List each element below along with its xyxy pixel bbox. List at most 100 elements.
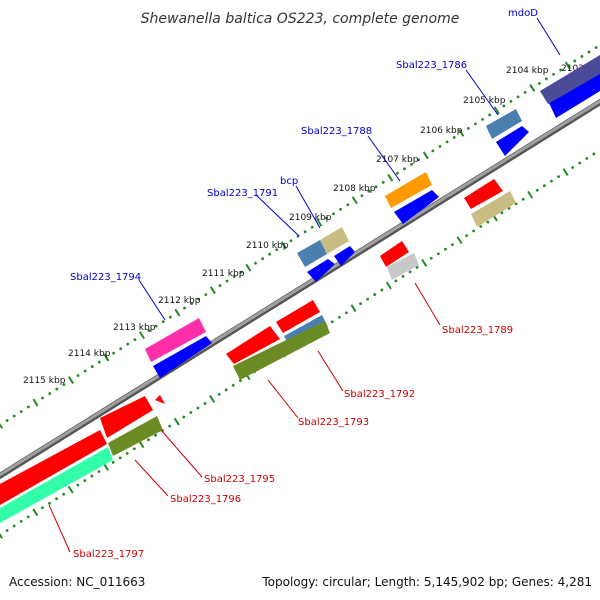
scale-dot — [337, 315, 341, 319]
map-title: Shewanella baltica OS223, complete genom… — [141, 11, 460, 27]
scale-dot — [429, 256, 433, 260]
scale-tick — [138, 331, 145, 340]
cds-arrow[interactable] — [549, 72, 600, 118]
scale-dot — [154, 324, 158, 328]
orf-arrow[interactable] — [0, 430, 107, 505]
scale-dot — [203, 402, 207, 405]
gene-label-Sbal223_1791[interactable]: Sbal223_1791 — [207, 188, 278, 199]
scale-dot — [119, 347, 123, 350]
gene-bar-Sbal223_1788[interactable] — [385, 172, 432, 208]
scale-tick — [421, 258, 428, 267]
cds-arrow[interactable] — [496, 126, 529, 156]
scale-tick — [209, 286, 216, 295]
orf-arrow[interactable] — [155, 395, 165, 404]
scale-dot — [374, 185, 378, 189]
orf-arrow[interactable] — [380, 241, 409, 267]
kbp-label: 2114 kbp — [68, 349, 111, 359]
scale-dot — [147, 438, 150, 442]
scale-dot — [401, 275, 405, 278]
gene-label-Sbal223_1786[interactable]: Sbal223_1786 — [396, 60, 467, 71]
scale-tick — [385, 281, 392, 290]
scale-tick — [493, 106, 500, 115]
scale-dot — [451, 243, 454, 247]
scale-dot — [502, 104, 506, 108]
scale-dot — [112, 351, 115, 355]
scale-dot — [552, 73, 555, 76]
kbp-label: 2112 kbp — [158, 296, 201, 306]
gene-label-Sbal223_1794[interactable]: Sbal223_1794 — [70, 272, 141, 283]
gene-bar-Sbal223_1789[interactable] — [387, 253, 419, 280]
scale-dot — [239, 270, 243, 274]
cds-arrow[interactable] — [153, 336, 212, 378]
scale-dot — [83, 369, 87, 373]
scale-dot — [97, 360, 101, 364]
cds-arrow[interactable] — [394, 190, 439, 224]
gene-bar-bcp[interactable] — [320, 227, 349, 254]
scale-dot — [147, 329, 151, 333]
gene-bar-Sbal223_1797[interactable] — [0, 447, 113, 523]
scale-dot — [48, 501, 51, 505]
scale-dot — [474, 122, 477, 126]
scale-dot — [254, 261, 257, 265]
scale-dot — [12, 524, 16, 528]
reverse-gene-track — [0, 191, 516, 523]
scale-dot — [500, 211, 504, 215]
scale-dot — [436, 252, 440, 256]
scale-dot — [466, 126, 470, 130]
scale-dot — [41, 506, 44, 510]
scale-tick — [32, 398, 39, 407]
scale-dot — [90, 365, 94, 368]
gene-label-Sbal223_1789[interactable]: Sbal223_1789 — [442, 325, 513, 336]
gene-bar-Sbal223_1795[interactable] — [471, 191, 516, 227]
gene-bar-mdoD[interactable] — [540, 55, 600, 104]
gene-label-Sbal223_1795[interactable]: Sbal223_1795 — [204, 474, 275, 485]
gene-label-bcp[interactable]: bcp — [280, 176, 298, 187]
scale-dot — [578, 161, 582, 165]
orf-arrow[interactable] — [276, 300, 320, 333]
scale-dot — [545, 77, 548, 81]
gene-label-Sbal223_1788[interactable]: Sbal223_1788 — [301, 126, 372, 137]
scale-dot — [168, 315, 172, 319]
gene-label-Sbal223_1796[interactable]: Sbal223_1796 — [170, 494, 241, 505]
scale-dot — [275, 248, 279, 252]
cds-arrow[interactable] — [307, 259, 335, 282]
orf-arrow[interactable] — [100, 396, 153, 438]
scale-dot — [97, 470, 101, 473]
cds-arrow[interactable] — [334, 246, 355, 266]
orf-arrow[interactable] — [226, 326, 280, 364]
scale-dot — [225, 279, 229, 283]
scale-dot — [339, 207, 343, 211]
gene-label-mdoD[interactable]: mdoD — [508, 8, 538, 19]
scale-dot — [289, 239, 293, 243]
gene-bar-Sbal223_1796[interactable] — [108, 416, 163, 456]
scale-dot — [396, 171, 399, 175]
scale-dot — [509, 100, 513, 103]
gene-bar-Sbal223_1794[interactable] — [145, 318, 206, 362]
gene-label-Sbal223_1792[interactable]: Sbal223_1792 — [344, 389, 415, 400]
accession-label: Accession: NC_011663 — [9, 575, 145, 589]
gene-label-Sbal223_1793[interactable]: Sbal223_1793 — [298, 417, 369, 428]
scale-dot — [481, 117, 484, 121]
scale-dot — [154, 433, 157, 437]
scale-tick — [422, 151, 429, 160]
scale-dot — [197, 297, 201, 301]
orf-arrow[interactable] — [464, 179, 503, 209]
scale-dot — [431, 149, 435, 153]
scale-tick — [103, 463, 110, 471]
scale-dot — [76, 374, 80, 377]
gene-bar-Sbal223_1791[interactable] — [297, 240, 327, 267]
scale-tick — [32, 508, 39, 517]
inner-tick-track — [0, 152, 596, 539]
scale-tick — [350, 304, 357, 313]
scale-dot — [573, 59, 577, 63]
scale-tick — [103, 353, 110, 362]
gene-bar-Sbal223_1786[interactable] — [486, 109, 522, 139]
scale-dot — [125, 451, 129, 455]
gene-label-Sbal223_1797[interactable]: Sbal223_1797 — [73, 549, 144, 560]
scale-dot — [380, 288, 384, 292]
gene-bar-Sbal223_1793[interactable] — [233, 321, 330, 380]
kbp-label: 2111 kbp — [202, 269, 245, 279]
scale-dot — [232, 275, 236, 279]
scale-dot — [537, 82, 541, 85]
scale-dot — [359, 302, 362, 306]
